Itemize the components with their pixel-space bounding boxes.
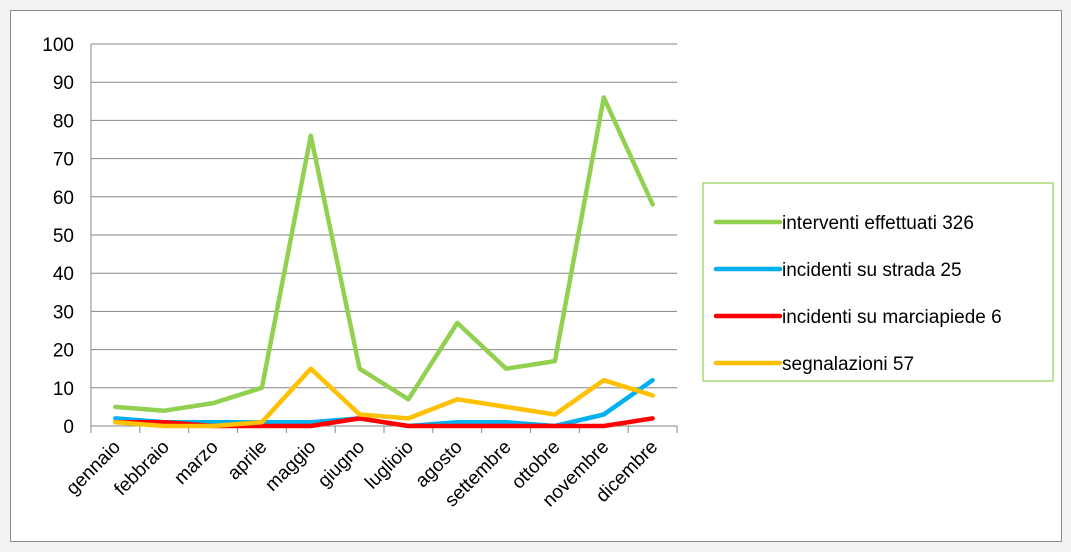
x-tick-label: maggio (261, 437, 320, 496)
y-axis: 0 10 20 30 40 50 60 70 80 90 100 (42, 35, 92, 438)
y-tick-label: 80 (53, 111, 74, 132)
y-tick-label: 90 (53, 73, 74, 94)
x-tick-label: luglioio (361, 437, 418, 494)
legend-box (702, 182, 1054, 382)
legend-label: interventi effettuati 326 (782, 213, 974, 234)
x-tick-label: febbraio (110, 437, 173, 500)
chart-frame: 0 10 20 30 40 50 60 70 80 90 100 gennaio febbraio ma… (10, 10, 1062, 542)
series-line-1 (113, 95, 655, 413)
legend: interventi effettuati 326 incidenti su st… (702, 182, 1054, 382)
y-tick-label: 10 (53, 379, 74, 400)
legend-label: incidenti su marciapiede 6 (782, 307, 1002, 328)
series-line-4 (113, 366, 655, 429)
y-tick-label: 20 (53, 341, 74, 362)
line-chart: 0 10 20 30 40 50 60 70 80 90 100 gennaiofebbraioma… (42, 35, 1054, 511)
gridlines (91, 43, 677, 427)
legend-label: incidenti su strada 25 (782, 260, 962, 281)
y-tick-label: 70 (53, 150, 74, 171)
y-tick-label: 40 (53, 264, 74, 285)
x-tick-label: marzo (170, 437, 222, 489)
y-tick-label: 30 (53, 302, 74, 323)
y-tick-label: 60 (53, 188, 74, 209)
y-tick-label: 0 (63, 417, 74, 438)
x-tick-label: giugno (314, 437, 369, 492)
y-tick-label: 100 (42, 35, 74, 56)
y-tick-label: 50 (53, 226, 74, 247)
series-lines (113, 95, 655, 429)
legend-label: segnalazioni 57 (782, 354, 914, 375)
